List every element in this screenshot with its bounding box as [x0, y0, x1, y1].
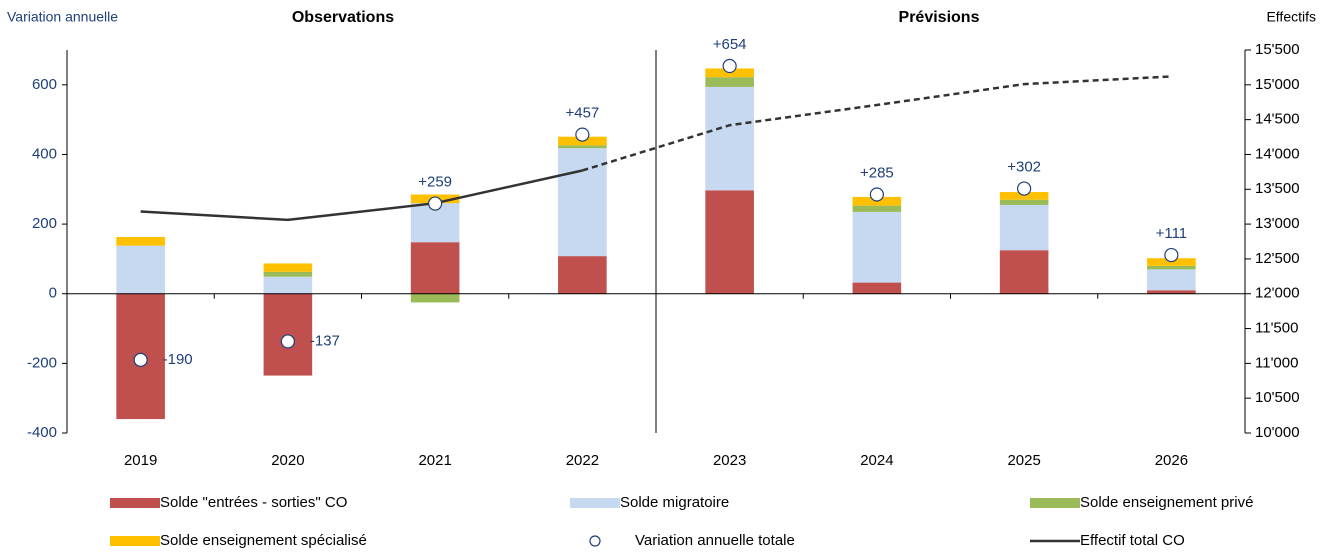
- y2-tick-label: 10'000: [1255, 424, 1300, 441]
- data-label: -137: [310, 332, 340, 349]
- legend-swatch: [110, 498, 160, 508]
- data-label: +285: [860, 164, 894, 181]
- bar-segment: [558, 256, 607, 294]
- total-marker: [722, 58, 737, 74]
- bar-segment: [999, 204, 1049, 251]
- y2-tick-label: 13'500: [1255, 180, 1300, 197]
- bar-segment: [410, 242, 460, 294]
- bar-segment: [999, 192, 1049, 200]
- legend-label: Solde enseignement spécialisé: [160, 532, 367, 549]
- total-marker: [869, 187, 884, 202]
- bar-segment: [705, 77, 754, 87]
- y2-tick-label: 14'000: [1255, 145, 1300, 162]
- x-tick-label: 2023: [713, 452, 746, 469]
- legend-swatch: [589, 535, 601, 547]
- bar-segment: [852, 211, 902, 283]
- section-label: Prévisions: [899, 9, 980, 26]
- bar-segment: [1147, 290, 1196, 294]
- y2-tick-label: 10'500: [1255, 389, 1300, 406]
- bar-segment: [263, 263, 313, 272]
- y2-tick-label: 12'000: [1255, 285, 1300, 302]
- y2-tick-label: 11'000: [1255, 354, 1298, 371]
- y2-tick-label: 15'500: [1255, 41, 1300, 58]
- total-marker: [575, 127, 590, 142]
- x-tick-label: 2025: [1007, 452, 1040, 469]
- bar-segment: [263, 271, 313, 277]
- legend-label: Variation annuelle totale: [635, 532, 795, 549]
- bar-segment: [852, 205, 902, 212]
- bar-segment: [1147, 265, 1196, 270]
- bar-segment: [116, 236, 165, 246]
- data-label: +302: [1007, 159, 1041, 176]
- y-tick-label: 600: [32, 76, 57, 93]
- bar-segment: [263, 276, 313, 294]
- x-tick-label: 2021: [418, 452, 451, 469]
- bar-segment: [558, 145, 607, 149]
- x-tick-label: 2019: [124, 452, 157, 469]
- total-marker: [280, 334, 295, 349]
- data-label: +457: [565, 105, 599, 122]
- x-tick-label: 2022: [566, 452, 599, 469]
- legend-label: Solde "entrées - sorties" CO: [160, 494, 347, 511]
- data-label: -190: [163, 351, 193, 368]
- y2-tick-label: 13'000: [1255, 215, 1300, 232]
- y-tick-label: -200: [27, 354, 57, 371]
- data-label: +111: [1156, 225, 1188, 242]
- section-label: Observations: [292, 9, 394, 26]
- total-marker: [133, 352, 148, 367]
- bar-segment: [705, 86, 754, 191]
- y2-tick-label: 15'000: [1255, 76, 1300, 93]
- legend-swatch: [110, 536, 160, 546]
- bar-segment: [705, 190, 754, 294]
- total-marker: [1017, 181, 1032, 196]
- legend-label: Solde migratoire: [620, 494, 729, 511]
- legend-swatch: [1030, 498, 1080, 508]
- y2-tick-label: 14'500: [1255, 111, 1300, 128]
- total-marker: [1164, 247, 1179, 263]
- legend-swatch: [570, 498, 620, 508]
- y2-axis-label: Effectifs: [1266, 9, 1316, 25]
- total-marker: [428, 196, 443, 211]
- y-tick-label: 0: [49, 285, 57, 302]
- bar-segment: [1147, 269, 1196, 291]
- bar-segment: [999, 250, 1049, 294]
- data-label: +259: [418, 174, 452, 191]
- bar-segment: [999, 199, 1049, 205]
- legend-label: Effectif total CO: [1080, 532, 1185, 549]
- y-axis-label: Variation annuelle: [7, 9, 118, 25]
- bar-segment: [558, 148, 607, 257]
- y-tick-label: 400: [32, 145, 57, 162]
- x-tick-label: 2026: [1155, 452, 1188, 469]
- total-line: [140, 169, 583, 222]
- y2-tick-label: 11'500: [1255, 320, 1298, 337]
- y2-tick-label: 12'500: [1255, 250, 1300, 267]
- x-tick-label: 2020: [271, 452, 304, 469]
- y-tick-label: -400: [27, 424, 57, 441]
- data-label: +654: [713, 36, 747, 53]
- y-tick-label: 200: [32, 215, 57, 232]
- bar-segment: [410, 293, 460, 303]
- legend-label: Solde enseignement privé: [1080, 494, 1253, 511]
- bar-segment: [116, 245, 165, 294]
- total-line: [582, 75, 1172, 172]
- x-tick-label: 2024: [860, 452, 893, 469]
- bar-segment: [852, 282, 902, 294]
